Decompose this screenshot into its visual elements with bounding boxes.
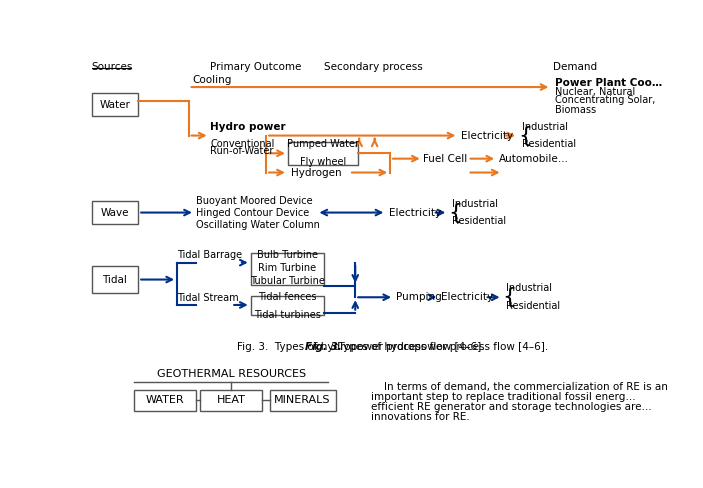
Bar	[251, 296, 324, 315]
Text: Pumping: Pumping	[396, 292, 442, 302]
Text: Secondary process: Secondary process	[324, 61, 423, 72]
Text: Primary Outcome: Primary Outcome	[210, 61, 302, 72]
Text: In terms of demand, the commercialization of RE is an: In terms of demand, the commercializatio…	[370, 382, 668, 392]
Bar	[92, 201, 138, 224]
Text: Electricity: Electricity	[441, 292, 494, 302]
Text: {: {	[449, 203, 463, 223]
Text: Biomass: Biomass	[555, 105, 596, 115]
Text: MINERALS: MINERALS	[274, 395, 331, 406]
Text: Tidal fences: Tidal fences	[258, 292, 316, 302]
Text: Electricity: Electricity	[389, 207, 441, 218]
Text: Rim Turbine: Rim Turbine	[258, 263, 316, 273]
Text: Water: Water	[100, 100, 131, 110]
Text: Fig. 3.: Fig. 3.	[305, 342, 342, 352]
Text: Tidal: Tidal	[103, 275, 127, 285]
Text: Cooling: Cooling	[193, 75, 232, 85]
Bar	[134, 389, 196, 411]
Bar	[92, 93, 138, 116]
Text: Pumped Water: Pumped Water	[287, 140, 359, 149]
Text: Conventional: Conventional	[210, 139, 275, 149]
Text: Industrial: Industrial	[452, 199, 498, 209]
Text: HEAT: HEAT	[217, 395, 245, 406]
Text: Industrial: Industrial	[506, 284, 553, 293]
Bar	[251, 253, 324, 285]
Bar	[288, 142, 358, 165]
Text: Tidal Barrage: Tidal Barrage	[177, 250, 242, 260]
Text: Residential: Residential	[522, 140, 576, 149]
Text: Power Plant Coo…: Power Plant Coo…	[555, 78, 662, 88]
Text: WATER: WATER	[146, 395, 185, 406]
Text: Electricity: Electricity	[460, 131, 512, 141]
Text: {: {	[518, 125, 532, 145]
Text: Wave: Wave	[101, 207, 129, 218]
Text: {: {	[503, 287, 517, 307]
Text: Tubular Turbine: Tubular Turbine	[250, 276, 325, 285]
Text: Hinged Contour Device: Hinged Contour Device	[196, 207, 309, 218]
Text: Fig. 3.  Types of hydropower process flow [4–6].: Fig. 3. Types of hydropower process flow…	[237, 342, 484, 352]
Text: Tidal Stream: Tidal Stream	[177, 293, 238, 304]
Text: efficient RE generator and storage technologies are…: efficient RE generator and storage techn…	[370, 402, 652, 412]
Text: Tidal turbines: Tidal turbines	[254, 309, 321, 320]
Text: Run-of-Water: Run-of-Water	[210, 146, 273, 156]
Bar	[92, 266, 138, 293]
Text: innovations for RE.: innovations for RE.	[370, 412, 470, 422]
Bar	[270, 389, 336, 411]
Bar	[200, 389, 262, 411]
Text: Oscillating Water Column: Oscillating Water Column	[196, 220, 321, 230]
Text: Types of hydropower process flow [4–6].: Types of hydropower process flow [4–6].	[332, 342, 548, 352]
Text: Residential: Residential	[452, 216, 506, 226]
Text: GEOTHERMAL RESOURCES: GEOTHERMAL RESOURCES	[157, 369, 306, 379]
Text: Concentrating Solar,: Concentrating Solar,	[555, 95, 656, 105]
Text: Fuel Cell: Fuel Cell	[423, 154, 467, 163]
Text: Hydrogen: Hydrogen	[291, 167, 342, 178]
Text: Nuclear, Natural: Nuclear, Natural	[555, 87, 636, 97]
Text: Residential: Residential	[506, 301, 560, 311]
Text: Automobile…: Automobile…	[498, 154, 569, 163]
Text: Hydro power: Hydro power	[210, 122, 286, 132]
Text: Industrial: Industrial	[522, 122, 568, 132]
Text: Sources: Sources	[92, 61, 133, 72]
Text: Demand: Demand	[553, 61, 597, 72]
Text: important step to replace traditional fossil energ…: important step to replace traditional fo…	[370, 392, 636, 402]
Text: Bulb Turbine: Bulb Turbine	[257, 250, 318, 260]
Text: Buoyant Moored Device: Buoyant Moored Device	[196, 196, 313, 206]
Text: Fly wheel: Fly wheel	[299, 157, 346, 167]
